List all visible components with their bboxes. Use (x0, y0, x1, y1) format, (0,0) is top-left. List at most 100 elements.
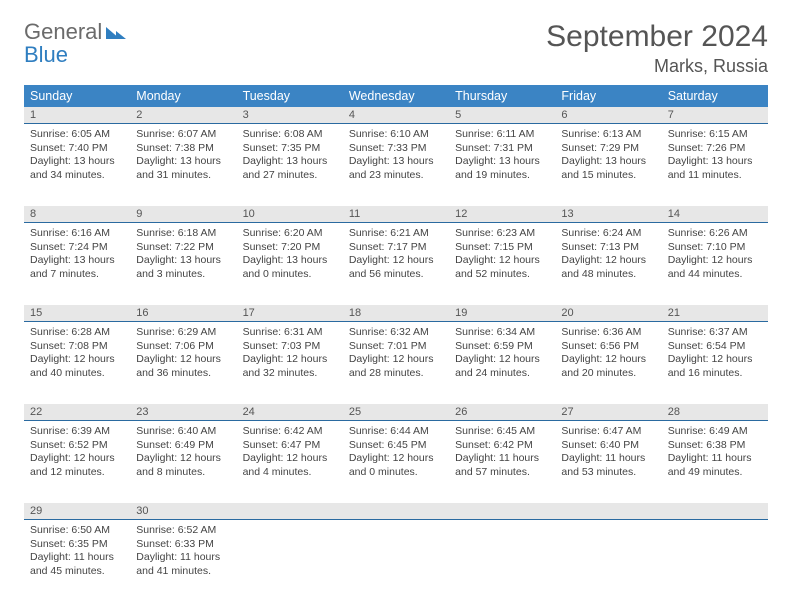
daylight-line: Daylight: 13 hours and 23 minutes. (349, 155, 443, 182)
daylight-line: Daylight: 12 hours and 32 minutes. (243, 353, 337, 380)
sunrise-line: Sunrise: 6:26 AM (668, 227, 762, 241)
logo-text-1: General (24, 20, 102, 43)
dayname: Thursday (449, 85, 555, 107)
day-body (343, 520, 449, 602)
day-body: Sunrise: 6:47 AMSunset: 6:40 PMDaylight:… (555, 421, 661, 503)
sunset-line: Sunset: 7:15 PM (455, 241, 549, 255)
day-number: 9 (130, 206, 236, 223)
day-number: 22 (24, 404, 130, 421)
sunset-line: Sunset: 7:20 PM (243, 241, 337, 255)
sunset-line: Sunset: 6:45 PM (349, 439, 443, 453)
day-number: 24 (237, 404, 343, 421)
day-number: 28 (662, 404, 768, 421)
sunset-line: Sunset: 7:24 PM (30, 241, 124, 255)
sunrise-line: Sunrise: 6:10 AM (349, 128, 443, 142)
calendar-cell: 18Sunrise: 6:32 AMSunset: 7:01 PMDayligh… (343, 305, 449, 404)
day-number: 14 (662, 206, 768, 223)
daylight-line: Daylight: 12 hours and 0 minutes. (349, 452, 443, 479)
daylight-line: Daylight: 13 hours and 11 minutes. (668, 155, 762, 182)
daylight-line: Daylight: 12 hours and 20 minutes. (561, 353, 655, 380)
sunrise-line: Sunrise: 6:20 AM (243, 227, 337, 241)
sunset-line: Sunset: 7:38 PM (136, 142, 230, 156)
calendar-cell: 8Sunrise: 6:16 AMSunset: 7:24 PMDaylight… (24, 206, 130, 305)
day-number: 7 (662, 107, 768, 124)
day-number (662, 503, 768, 520)
day-body: Sunrise: 6:40 AMSunset: 6:49 PMDaylight:… (130, 421, 236, 503)
calendar-cell: 11Sunrise: 6:21 AMSunset: 7:17 PMDayligh… (343, 206, 449, 305)
calendar-cell: 14Sunrise: 6:26 AMSunset: 7:10 PMDayligh… (662, 206, 768, 305)
sunrise-line: Sunrise: 6:31 AM (243, 326, 337, 340)
day-number: 6 (555, 107, 661, 124)
day-number (449, 503, 555, 520)
day-number (555, 503, 661, 520)
day-body (555, 520, 661, 602)
location: Marks, Russia (546, 56, 768, 77)
daylight-line: Daylight: 13 hours and 27 minutes. (243, 155, 337, 182)
calendar-cell: 22Sunrise: 6:39 AMSunset: 6:52 PMDayligh… (24, 404, 130, 503)
day-body: Sunrise: 6:34 AMSunset: 6:59 PMDaylight:… (449, 322, 555, 404)
sunset-line: Sunset: 7:22 PM (136, 241, 230, 255)
sunrise-line: Sunrise: 6:50 AM (30, 524, 124, 538)
sunrise-line: Sunrise: 6:21 AM (349, 227, 443, 241)
daylight-line: Daylight: 12 hours and 44 minutes. (668, 254, 762, 281)
sunrise-line: Sunrise: 6:40 AM (136, 425, 230, 439)
calendar-cell: 17Sunrise: 6:31 AMSunset: 7:03 PMDayligh… (237, 305, 343, 404)
sunrise-line: Sunrise: 6:28 AM (30, 326, 124, 340)
day-number: 3 (237, 107, 343, 124)
daylight-line: Daylight: 11 hours and 53 minutes. (561, 452, 655, 479)
calendar-cell: 4Sunrise: 6:10 AMSunset: 7:33 PMDaylight… (343, 107, 449, 206)
dayname: Saturday (662, 85, 768, 107)
sunrise-line: Sunrise: 6:49 AM (668, 425, 762, 439)
day-number: 17 (237, 305, 343, 322)
sunset-line: Sunset: 7:26 PM (668, 142, 762, 156)
day-number: 13 (555, 206, 661, 223)
calendar-cell: 29Sunrise: 6:50 AMSunset: 6:35 PMDayligh… (24, 503, 130, 602)
calendar-cell: 23Sunrise: 6:40 AMSunset: 6:49 PMDayligh… (130, 404, 236, 503)
day-body: Sunrise: 6:23 AMSunset: 7:15 PMDaylight:… (449, 223, 555, 305)
day-number: 26 (449, 404, 555, 421)
sunset-line: Sunset: 7:06 PM (136, 340, 230, 354)
daylight-line: Daylight: 12 hours and 4 minutes. (243, 452, 337, 479)
sunrise-line: Sunrise: 6:47 AM (561, 425, 655, 439)
calendar-cell: 25Sunrise: 6:44 AMSunset: 6:45 PMDayligh… (343, 404, 449, 503)
day-number: 20 (555, 305, 661, 322)
sunrise-line: Sunrise: 6:16 AM (30, 227, 124, 241)
sunset-line: Sunset: 6:35 PM (30, 538, 124, 552)
logo-icon (106, 20, 126, 43)
day-body: Sunrise: 6:32 AMSunset: 7:01 PMDaylight:… (343, 322, 449, 404)
day-number: 18 (343, 305, 449, 322)
page-title: September 2024 (546, 20, 768, 54)
sunrise-line: Sunrise: 6:45 AM (455, 425, 549, 439)
day-body: Sunrise: 6:26 AMSunset: 7:10 PMDaylight:… (662, 223, 768, 305)
sunrise-line: Sunrise: 6:29 AM (136, 326, 230, 340)
calendar-cell: 9 Sunrise: 6:18 AMSunset: 7:22 PMDaylight… (130, 206, 236, 305)
day-number: 25 (343, 404, 449, 421)
calendar-cell (662, 503, 768, 602)
sunset-line: Sunset: 7:29 PM (561, 142, 655, 156)
day-body: Sunrise: 6:50 AMSunset: 6:35 PMDaylight:… (24, 520, 130, 602)
sunset-line: Sunset: 7:08 PM (30, 340, 124, 354)
calendar-cell: 15Sunrise: 6:28 AMSunset: 7:08 PMDayligh… (24, 305, 130, 404)
day-body (237, 520, 343, 602)
calendar-cell: 2Sunrise: 6:07 AMSunset: 7:38 PMDaylight… (130, 107, 236, 206)
sunset-line: Sunset: 7:31 PM (455, 142, 549, 156)
day-body: Sunrise: 6:24 AMSunset: 7:13 PMDaylight:… (555, 223, 661, 305)
sunset-line: Sunset: 6:54 PM (668, 340, 762, 354)
daylight-line: Daylight: 12 hours and 8 minutes. (136, 452, 230, 479)
calendar-cell: 3Sunrise: 6:08 AMSunset: 7:35 PMDaylight… (237, 107, 343, 206)
sunset-line: Sunset: 7:17 PM (349, 241, 443, 255)
day-number: 23 (130, 404, 236, 421)
calendar-cell: 10Sunrise: 6:20 AMSunset: 7:20 PMDayligh… (237, 206, 343, 305)
daylight-line: Daylight: 12 hours and 16 minutes. (668, 353, 762, 380)
day-body: Sunrise: 6:49 AMSunset: 6:38 PMDaylight:… (662, 421, 768, 503)
sunrise-line: Sunrise: 6:18 AM (136, 227, 230, 241)
day-body: Sunrise: 6:42 AMSunset: 6:47 PMDaylight:… (237, 421, 343, 503)
sunset-line: Sunset: 6:38 PM (668, 439, 762, 453)
day-number: 5 (449, 107, 555, 124)
daylight-line: Daylight: 12 hours and 36 minutes. (136, 353, 230, 380)
day-number: 19 (449, 305, 555, 322)
sunrise-line: Sunrise: 6:34 AM (455, 326, 549, 340)
sunset-line: Sunset: 6:40 PM (561, 439, 655, 453)
day-body: Sunrise: 6:45 AMSunset: 6:42 PMDaylight:… (449, 421, 555, 503)
daylight-line: Daylight: 13 hours and 3 minutes. (136, 254, 230, 281)
